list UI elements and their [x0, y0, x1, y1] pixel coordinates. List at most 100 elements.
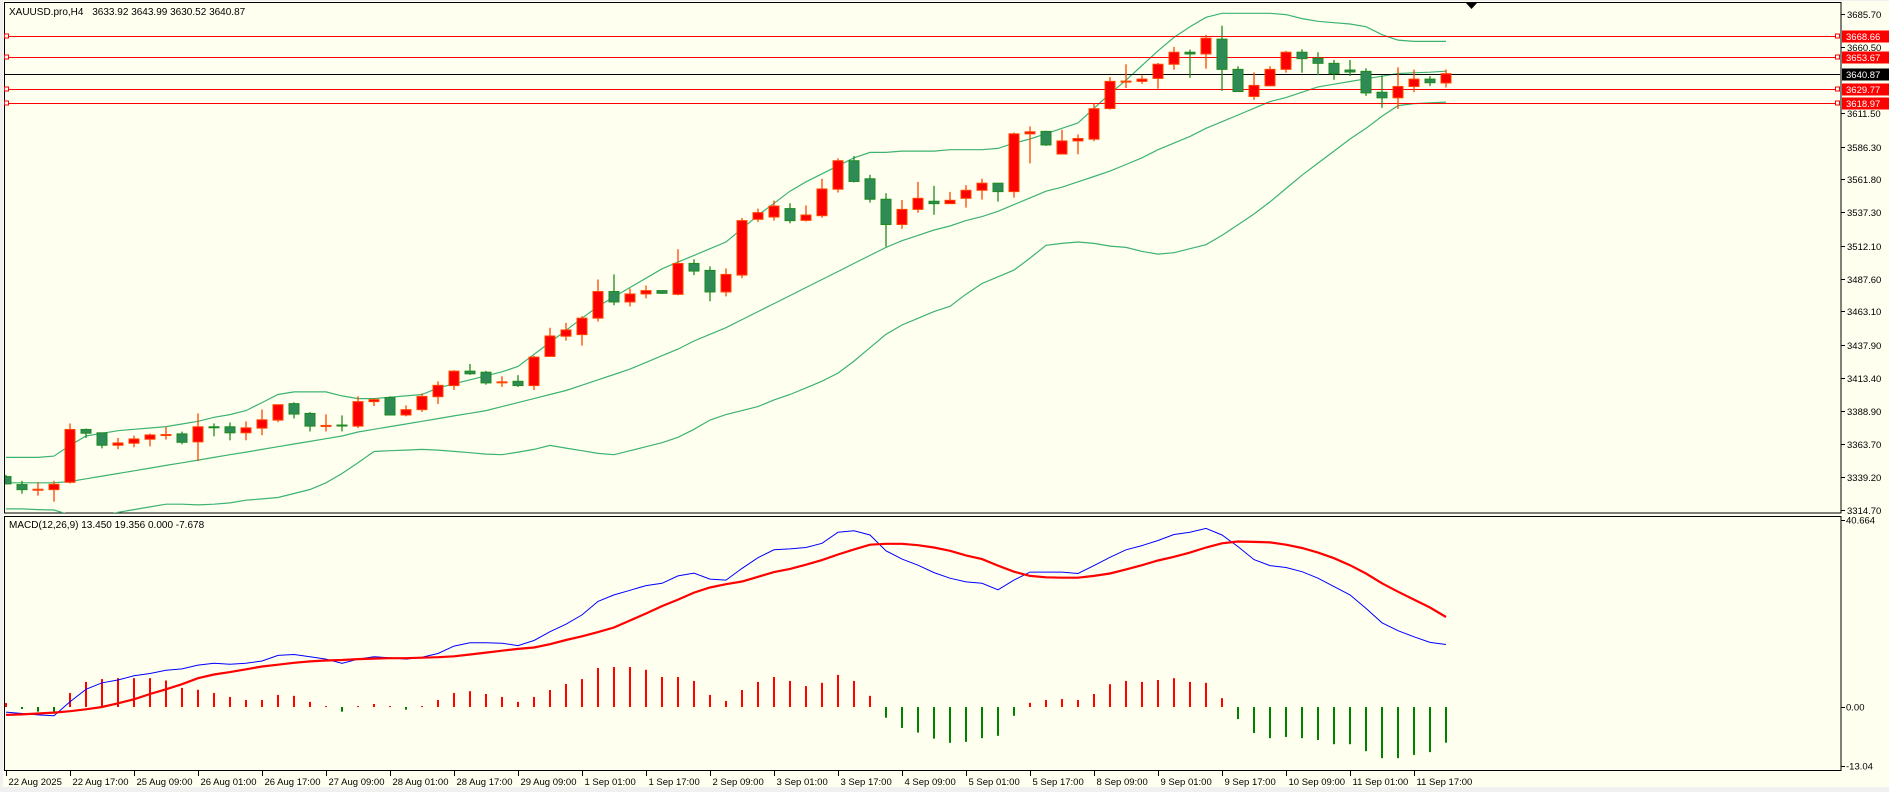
- candle: [1360, 68, 1372, 96]
- macd-histogram-bar: [933, 707, 935, 739]
- macd-histogram-bar: [1413, 707, 1415, 755]
- candle-body: [208, 426, 220, 429]
- line-handle-icon[interactable]: [1835, 86, 1840, 92]
- line-handle-icon[interactable]: [1835, 100, 1840, 106]
- candle-body: [528, 356, 540, 387]
- candle-body: [448, 370, 460, 387]
- price-tag-bg: [1842, 68, 1889, 81]
- candle-body: [688, 262, 700, 272]
- candle-body: [848, 160, 860, 182]
- time-tick-label: 22 Aug 2025: [9, 777, 62, 788]
- candle-body: [384, 397, 396, 416]
- price-tick-label: 3388.90: [1847, 407, 1881, 418]
- macd-histogram-bar: [1285, 707, 1287, 737]
- candle: [1296, 49, 1308, 73]
- line-handle-icon[interactable]: [4, 33, 9, 39]
- line-handle-icon[interactable]: [4, 100, 9, 106]
- macd-signal-line: [5, 540, 1447, 716]
- macd-histogram-bar: [1173, 678, 1175, 707]
- candle-body: [1024, 131, 1036, 135]
- candle: [592, 279, 604, 322]
- price-tag-3629.77: 3629.77: [1846, 85, 1880, 96]
- candle: [1216, 25, 1228, 91]
- candle: [560, 322, 572, 341]
- candle-body: [864, 178, 876, 200]
- macd-histogram-bar: [533, 697, 535, 707]
- macd-histogram-bar: [101, 679, 103, 707]
- candle-body: [176, 433, 188, 443]
- candle-body: [944, 199, 956, 205]
- candle: [144, 433, 156, 447]
- candle-body: [1136, 78, 1148, 82]
- macd-histogram-bar: [1301, 707, 1303, 739]
- candle-body: [720, 273, 732, 293]
- candle-body: [1152, 63, 1164, 79]
- macd-histogram-bar: [629, 667, 631, 707]
- time-tick-label: 10 Sep 09:00: [1289, 777, 1346, 788]
- candle-body: [1440, 73, 1452, 84]
- time-tick-label: 4 Sep 09:00: [905, 777, 956, 788]
- candle-body: [128, 438, 140, 444]
- candle: [256, 409, 268, 436]
- macd-histogram-bar: [277, 694, 279, 707]
- macd-histogram-bar: [725, 700, 727, 707]
- macd-histogram-bar: [309, 701, 311, 707]
- time-tick-label: 3 Sep 17:00: [841, 777, 892, 788]
- time-tick-label: 9 Sep 01:00: [1161, 777, 1212, 788]
- bar-open: 3633.92: [92, 7, 129, 18]
- candle-body: [640, 290, 652, 295]
- candle: [1200, 34, 1212, 69]
- candle: [208, 423, 220, 437]
- candle: [160, 426, 172, 440]
- candle-body: [1040, 130, 1052, 146]
- chart-shift-marker-icon[interactable]: [1466, 3, 1477, 9]
- candle: [1280, 50, 1292, 73]
- macd-histogram-bar: [1157, 680, 1159, 707]
- line-handle-icon[interactable]: [1835, 33, 1840, 39]
- candle-body: [272, 404, 284, 421]
- candle-body: [1008, 133, 1020, 193]
- horizontal-price-lines[interactable]: [4, 33, 1841, 106]
- candle-body: [1408, 78, 1420, 87]
- macd-histogram-bar: [789, 680, 791, 707]
- line-handle-icon[interactable]: [4, 86, 9, 92]
- macd-histogram-bar: [37, 707, 39, 712]
- macd-histogram-bar: [261, 700, 263, 707]
- price-tag-bg: [1842, 30, 1889, 43]
- candle: [320, 414, 332, 432]
- macd-histogram-bar: [165, 680, 167, 707]
- candle-body: [480, 371, 492, 384]
- candle: [640, 285, 652, 299]
- candle: [464, 364, 476, 375]
- macd-histogram-bar: [69, 693, 71, 707]
- price-tick-label: 3685.70: [1847, 10, 1881, 21]
- bollinger-lower-band: [6, 101, 1447, 513]
- candle: [992, 182, 1004, 202]
- candle: [864, 174, 876, 203]
- candle-body: [656, 290, 668, 294]
- candle-body: [1120, 80, 1132, 83]
- candle: [32, 482, 44, 496]
- line-handle-icon[interactable]: [1835, 54, 1840, 60]
- macd-histogram-bar: [1013, 707, 1015, 716]
- price-tick-label: 3561.80: [1847, 175, 1881, 186]
- candle-body: [320, 424, 332, 427]
- price-tick-label: 3437.90: [1847, 341, 1881, 352]
- macd-pane-frame: [4, 516, 1842, 771]
- bollinger-upper-band: [6, 12, 1446, 458]
- candle-body: [1360, 70, 1372, 94]
- macd-histogram-bar: [1029, 702, 1031, 707]
- candle: [880, 193, 892, 247]
- candle: [1120, 64, 1132, 89]
- macd-histogram-bar: [1205, 682, 1207, 707]
- time-tick-label: 25 Aug 09:00: [137, 777, 193, 788]
- candle: [272, 404, 284, 423]
- candle: [1312, 52, 1324, 76]
- candle-body: [992, 182, 1004, 193]
- candle-body: [1072, 138, 1084, 142]
- candle: [192, 413, 204, 462]
- price-tag-bg: [1842, 97, 1889, 110]
- candle: [400, 405, 412, 417]
- line-handle-icon[interactable]: [4, 54, 9, 60]
